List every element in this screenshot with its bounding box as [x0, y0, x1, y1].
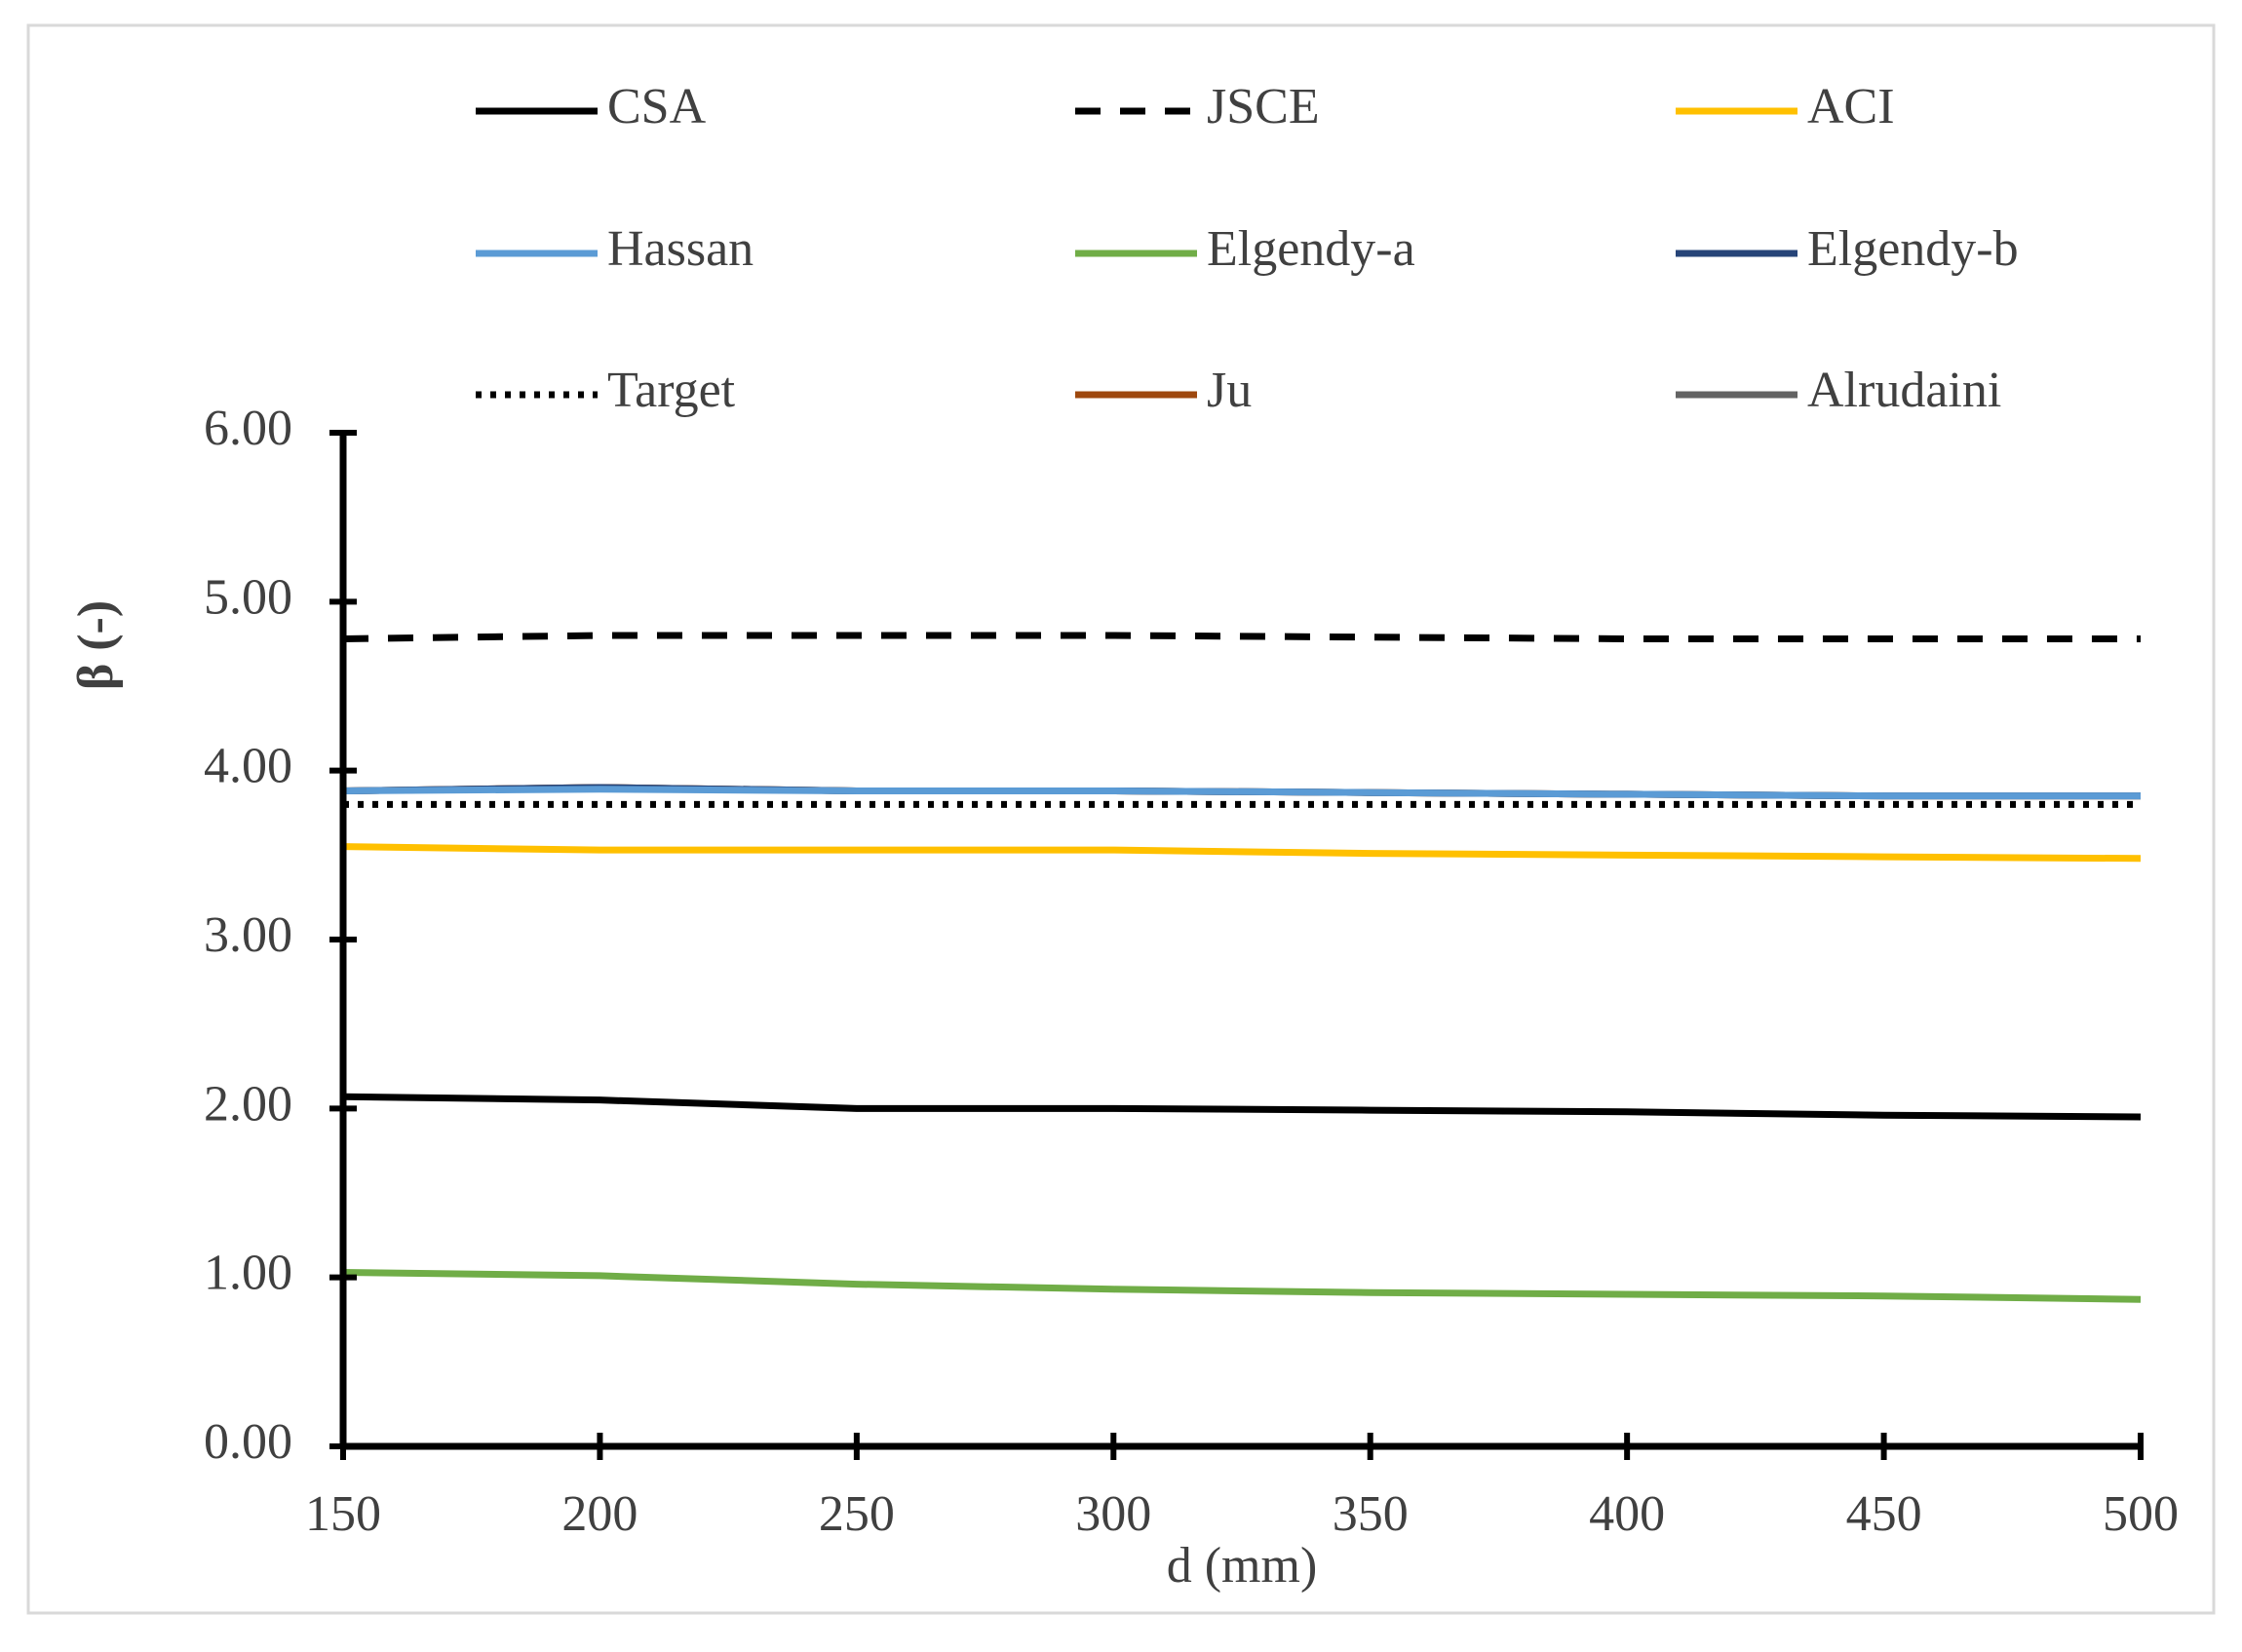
series-line [342, 843, 2142, 863]
y-tick-label: 6.00 [204, 401, 292, 456]
y-tick-label: 4.00 [204, 739, 292, 794]
x-tick-label: 350 [1333, 1486, 1409, 1542]
x-tick-label: 200 [561, 1486, 638, 1542]
series-line [342, 1093, 2142, 1121]
legend-label: CSA [607, 79, 707, 134]
y-tick-label: 1.00 [204, 1246, 292, 1301]
series-line [342, 1268, 2142, 1303]
x-axis-title: d (mm) [1167, 1538, 1318, 1594]
series-line [342, 786, 2141, 800]
legend-label: JSCE [1207, 79, 1320, 134]
x-tick-label: 150 [305, 1486, 381, 1542]
x-tick-label: 500 [2103, 1486, 2179, 1542]
y-tick-label: 2.00 [204, 1076, 292, 1132]
chart-frame [26, 23, 2216, 1615]
legend-label: Elgendy-a [1207, 221, 1415, 277]
x-tick-label: 250 [819, 1486, 895, 1542]
x-tick-label: 300 [1075, 1486, 1151, 1542]
x-tick-label: 400 [1589, 1486, 1665, 1542]
legend-label: Elgendy-b [1807, 221, 2019, 277]
legend-label: Hassan [607, 221, 754, 277]
y-tick-label: 0.00 [204, 1414, 292, 1470]
x-tick-label: 450 [1846, 1486, 1922, 1542]
y-axis-title: β (-) [68, 600, 124, 690]
series-line [342, 632, 2141, 642]
legend-label: Target [607, 363, 736, 418]
y-tick-label: 3.00 [204, 907, 292, 963]
y-tick-label: 5.00 [204, 569, 292, 625]
legend-label: Alrudaini [1807, 363, 2001, 418]
legend-label: Ju [1207, 363, 1252, 418]
legend-label: ACI [1807, 79, 1895, 134]
